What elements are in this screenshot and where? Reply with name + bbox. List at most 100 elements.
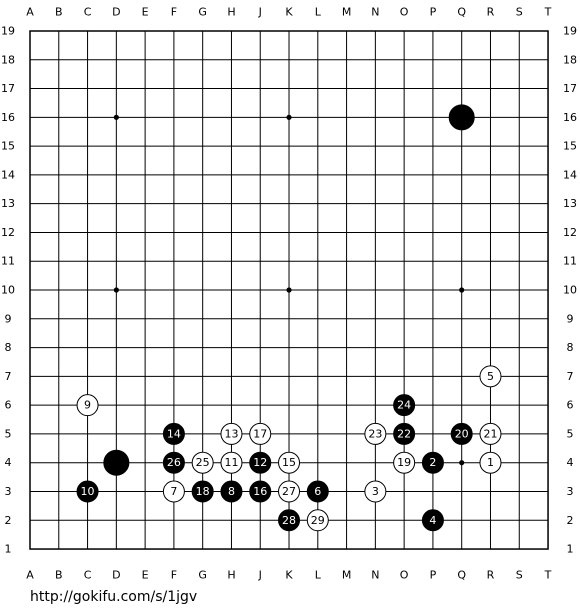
white-stone bbox=[479, 422, 502, 445]
black-stone bbox=[393, 422, 416, 445]
column-label: B bbox=[55, 6, 63, 19]
column-label: Q bbox=[457, 6, 466, 19]
column-label: D bbox=[112, 6, 120, 19]
move-number: 22 bbox=[397, 427, 411, 440]
column-label: M bbox=[342, 6, 352, 19]
row-label: 16 bbox=[563, 111, 577, 124]
black-stone bbox=[191, 480, 214, 503]
column-label: N bbox=[371, 6, 379, 19]
row-label: 10 bbox=[563, 284, 577, 297]
row-label: 3 bbox=[567, 485, 574, 498]
white-stone bbox=[306, 509, 329, 532]
move-number: 8 bbox=[228, 485, 235, 498]
row-label: 15 bbox=[563, 140, 577, 153]
move-number: 5 bbox=[487, 370, 494, 383]
move-number: 14 bbox=[167, 427, 181, 440]
row-label: 4 bbox=[567, 456, 574, 469]
column-label: G bbox=[198, 569, 207, 582]
column-label: L bbox=[315, 569, 322, 582]
move-number: 2 bbox=[429, 456, 436, 469]
column-label: P bbox=[430, 569, 437, 582]
row-label: 8 bbox=[567, 341, 574, 354]
source-url[interactable]: http://gokifu.com/s/1jgv bbox=[30, 589, 197, 605]
column-label: R bbox=[487, 6, 495, 19]
black-stone bbox=[162, 451, 185, 474]
column-label: E bbox=[142, 569, 149, 582]
move-number: 9 bbox=[84, 399, 91, 412]
star-point bbox=[286, 287, 292, 293]
row-label: 14 bbox=[1, 168, 15, 181]
move-number: 10 bbox=[81, 485, 95, 498]
column-label: K bbox=[285, 569, 293, 582]
column-label: B bbox=[55, 569, 63, 582]
row-label: 15 bbox=[1, 140, 15, 153]
row-label: 1 bbox=[567, 543, 574, 556]
star-point bbox=[113, 287, 119, 293]
move-number: 1 bbox=[487, 456, 494, 469]
star-point bbox=[113, 114, 119, 120]
row-label: 7 bbox=[5, 370, 12, 383]
black-stone bbox=[220, 480, 243, 503]
column-label: C bbox=[84, 569, 92, 582]
white-stone bbox=[393, 451, 416, 474]
row-label: 5 bbox=[567, 427, 574, 440]
column-label: F bbox=[171, 569, 177, 582]
column-label: C bbox=[84, 6, 92, 19]
white-stone bbox=[364, 480, 387, 503]
white-stone bbox=[479, 365, 502, 388]
black-stone bbox=[306, 480, 329, 503]
move-number: 27 bbox=[282, 485, 296, 498]
row-label: 6 bbox=[5, 399, 12, 412]
row-label: 18 bbox=[1, 53, 15, 66]
black-stone bbox=[162, 422, 185, 445]
black-stone bbox=[448, 104, 475, 131]
move-number: 23 bbox=[368, 427, 382, 440]
column-label: M bbox=[342, 569, 352, 582]
star-point bbox=[459, 460, 465, 466]
column-label: A bbox=[26, 6, 34, 19]
move-number: 21 bbox=[483, 427, 497, 440]
row-label: 18 bbox=[563, 53, 577, 66]
row-label: 19 bbox=[563, 25, 577, 38]
column-label: O bbox=[400, 6, 409, 19]
row-label: 13 bbox=[563, 197, 577, 210]
move-number: 28 bbox=[282, 514, 296, 527]
row-label: 11 bbox=[1, 255, 15, 268]
column-label: J bbox=[258, 569, 262, 582]
column-label: L bbox=[315, 6, 322, 19]
row-label: 12 bbox=[1, 226, 15, 239]
column-label: N bbox=[371, 569, 379, 582]
column-label: H bbox=[227, 569, 235, 582]
star-point bbox=[286, 114, 292, 120]
column-label: Q bbox=[457, 569, 466, 582]
white-stone bbox=[364, 422, 387, 445]
column-label: O bbox=[400, 569, 409, 582]
move-number: 15 bbox=[282, 456, 296, 469]
row-label: 19 bbox=[1, 25, 15, 38]
column-label: P bbox=[430, 6, 437, 19]
move-number: 26 bbox=[167, 456, 181, 469]
black-stone bbox=[421, 509, 444, 532]
black-stone bbox=[103, 449, 130, 476]
row-label: 4 bbox=[5, 456, 12, 469]
column-label: J bbox=[258, 6, 262, 19]
column-label: R bbox=[487, 569, 495, 582]
row-label: 17 bbox=[563, 82, 577, 95]
column-label: G bbox=[198, 6, 207, 19]
row-label: 6 bbox=[567, 399, 574, 412]
row-label: 2 bbox=[567, 514, 574, 527]
white-stone bbox=[220, 422, 243, 445]
black-stone bbox=[421, 451, 444, 474]
move-number: 18 bbox=[196, 485, 210, 498]
white-stone bbox=[191, 451, 214, 474]
move-number: 12 bbox=[253, 456, 267, 469]
move-number: 29 bbox=[311, 514, 325, 527]
black-stone bbox=[393, 394, 416, 417]
white-stone bbox=[76, 394, 99, 417]
row-label: 5 bbox=[5, 427, 12, 440]
column-label: F bbox=[171, 6, 177, 19]
board-border bbox=[29, 30, 549, 550]
move-number: 24 bbox=[397, 399, 411, 412]
white-stone bbox=[479, 451, 502, 474]
